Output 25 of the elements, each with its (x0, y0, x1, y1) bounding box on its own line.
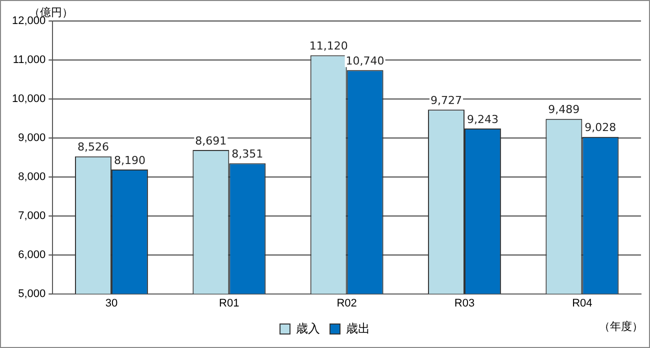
y-tick-label: 8,000 (18, 170, 46, 183)
y-tick-label: 11,000 (12, 54, 46, 66)
data-label: 9,727 (430, 94, 462, 107)
x-tick-label: R03 (454, 297, 475, 310)
data-label: 8,190 (114, 154, 146, 167)
data-label: 8,526 (77, 140, 109, 154)
legend-label: 歳出 (346, 321, 370, 336)
legend-label: 歳入 (296, 321, 320, 336)
data-label: 9,243 (466, 112, 498, 126)
x-axis-title: （年度） (599, 319, 643, 334)
data-label: 11,120 (309, 40, 348, 53)
y-tick-label: 9,000 (18, 132, 46, 144)
y-tick-label: 5,000 (18, 288, 46, 300)
x-tick-label: R04 (572, 297, 592, 310)
y-tick-label: 7,000 (18, 210, 46, 222)
data-label: 8,691 (195, 134, 227, 148)
x-tick-label: 30 (105, 297, 118, 310)
data-label: 9,028 (584, 121, 616, 134)
y-tick-label: 10,000 (12, 92, 46, 105)
data-label: 9,489 (548, 103, 580, 116)
data-label: 8,351 (232, 148, 264, 161)
x-tick-label: R01 (219, 297, 240, 310)
data-label: 10,740 (346, 54, 384, 68)
y-tick-label: 6,000 (18, 248, 46, 261)
x-tick-label: R02 (336, 297, 357, 310)
